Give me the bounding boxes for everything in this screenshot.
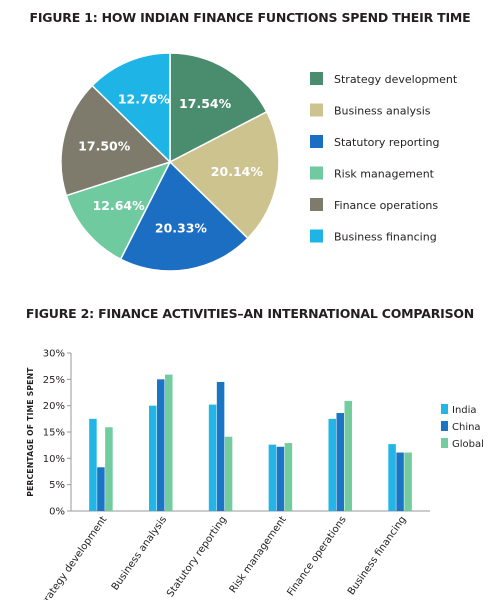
y-tick-label: 25%: [43, 375, 65, 386]
y-axis-label: PERCENTAGE OF TIME SPENT: [26, 367, 35, 497]
bar-global-business-financing: [404, 452, 412, 511]
pie-label-business-analysis: 20.14%: [211, 164, 264, 179]
bar-china-finance-operations: [336, 413, 344, 511]
y-tick-label: 10%: [43, 454, 65, 465]
pie-label-finance-operations: 17.50%: [78, 138, 131, 153]
pie-label-strategy-development: 17.54%: [179, 96, 232, 111]
x-tick-label: Statutory reporting: [165, 514, 229, 599]
bar-india-risk-management: [268, 444, 277, 511]
legend-swatch-business-financing: [310, 229, 323, 243]
bar-china-risk-management: [276, 446, 285, 511]
legend-swatch-strategy-development: [310, 72, 323, 85]
x-tick-label: Finance operations: [285, 514, 348, 598]
pie-label-business-financing: 12.76%: [118, 92, 171, 107]
bar-china-strategy-development: [97, 467, 105, 511]
bar-global-statutory-reporting: [224, 436, 233, 511]
legend-swatch-china: [441, 421, 448, 431]
bar-india-statutory-reporting: [208, 404, 217, 511]
bar-india-business-financing: [388, 444, 396, 511]
bar-china-business-financing: [396, 452, 404, 511]
pie-label-statutory-reporting: 20.33%: [155, 221, 208, 236]
legend-swatch-global: [441, 438, 448, 448]
bar-india-strategy-development: [89, 418, 97, 511]
figure-1-title: FIGURE 1: HOW INDIAN FINANCE FUNCTIONS S…: [29, 10, 471, 25]
legend-label-business-financing: Business financing: [334, 231, 437, 244]
legend-label-india: India: [452, 405, 477, 416]
y-tick-label: 0%: [49, 507, 65, 518]
legend-label-global: Global: [452, 439, 484, 450]
bar-global-strategy-development: [105, 427, 113, 511]
x-tick-label: Strategy development: [36, 514, 109, 600]
bar-china-statutory-reporting: [216, 381, 225, 511]
pie-chart: 17.54% 20.14% 20.33% 12.64% 17.50% 12.76% Stra…: [60, 52, 458, 272]
legend-label-business-analysis: Business analysis: [334, 105, 431, 118]
pie-slice-business-financing: [91, 52, 171, 164]
x-tick-label: Business financing: [346, 514, 409, 597]
bar-global-risk-management: [284, 443, 293, 511]
pie-label-risk-management: 12.64%: [93, 198, 146, 213]
y-tick-label: 15%: [43, 428, 65, 439]
legend-swatch-statutory-reporting: [310, 135, 323, 148]
x-tick-label: Business analysis: [110, 514, 169, 592]
y-tick-label: 5%: [49, 480, 65, 491]
pie-slice-strategy-development: [169, 52, 268, 164]
legend-label-statutory-reporting: Statutory reporting: [334, 136, 440, 149]
legend-label-strategy-development: Strategy development: [334, 73, 458, 86]
y-tick-label: 30%: [43, 349, 65, 360]
y-tick-label: 20%: [43, 401, 65, 412]
legend-swatch-finance-operations: [310, 198, 323, 211]
legend-swatch-business-analysis: [310, 103, 323, 117]
legend-swatch-india: [441, 404, 448, 414]
legend-label-risk-management: Risk management: [334, 168, 435, 181]
figure-2-title: FIGURE 2: FINANCE ACTIVITIES–AN INTERNAT…: [25, 306, 475, 321]
pie-slice-risk-management: [65, 160, 172, 261]
bar-india-business-analysis: [149, 405, 157, 511]
bar-china-business-analysis: [157, 379, 165, 511]
bar-india-finance-operations: [328, 418, 336, 511]
pie-slice-business-analysis: [168, 110, 280, 240]
x-tick-label: Risk management: [228, 514, 289, 595]
legend-label-finance-operations: Finance operations: [334, 199, 438, 212]
pie-slice-statutory-reporting: [119, 160, 249, 272]
pie-slice-finance-operations: [60, 84, 172, 197]
bar-global-finance-operations: [344, 400, 352, 511]
bar-global-business-analysis: [165, 374, 173, 511]
legend-label-china: China: [452, 422, 481, 433]
legend-swatch-risk-management: [310, 166, 323, 180]
